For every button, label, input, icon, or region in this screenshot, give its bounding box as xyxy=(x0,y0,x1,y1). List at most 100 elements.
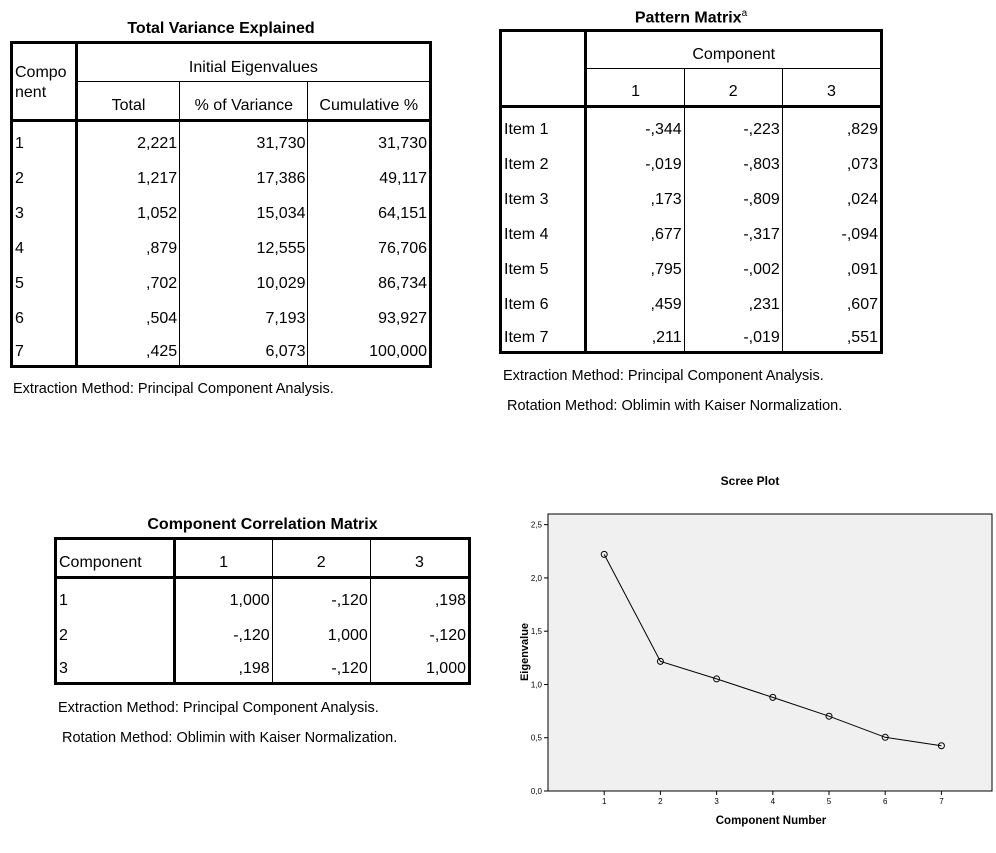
cell: ,024 xyxy=(782,177,884,213)
row-label: 1 xyxy=(10,120,78,157)
row-label: 6 xyxy=(10,296,78,332)
data-points xyxy=(600,550,945,750)
cell-pct: 6,073 xyxy=(179,331,309,368)
row-label: Item 5 xyxy=(498,247,588,283)
cell: -,019 xyxy=(585,142,685,178)
cell: -,344 xyxy=(585,106,685,143)
cell-pct: 31,730 xyxy=(179,120,309,157)
row-label: Item 2 xyxy=(498,142,588,178)
table-row: Item 5 ,795 -,002 ,091 xyxy=(498,247,884,283)
table-row: 7 ,425 6,073 100,000 xyxy=(10,331,432,368)
cell-total: ,425 xyxy=(76,331,181,368)
data-point xyxy=(656,657,664,665)
row-label: Item 3 xyxy=(498,177,588,213)
cell: 1,000 xyxy=(174,577,273,614)
cell-total: ,504 xyxy=(76,296,181,332)
data-point xyxy=(881,733,889,741)
scree-title: Scree Plot xyxy=(721,474,780,488)
row-label: 7 xyxy=(10,331,78,368)
cell: ,829 xyxy=(782,106,884,143)
row-label: 2 xyxy=(54,613,176,649)
cell: ,795 xyxy=(585,247,685,283)
table-row: 3 1,052 15,034 64,151 xyxy=(10,191,432,227)
cell: ,091 xyxy=(782,247,884,283)
cell-pct: 7,193 xyxy=(179,296,309,332)
table-row: Item 2 -,019 -,803 ,073 xyxy=(498,142,884,178)
data-point xyxy=(825,712,833,720)
pattern-matrix-table: Component 1 2 3 Item 1 -,344 -,223 ,829 … xyxy=(498,29,884,354)
pattern-matrix-title-text: Pattern Matrix xyxy=(634,9,742,27)
cell: -,002 xyxy=(684,247,783,283)
corr-col-2: 2 xyxy=(272,537,371,579)
row-label: Item 1 xyxy=(498,106,588,143)
x-tick-label: 7 xyxy=(939,797,944,806)
cell: -,120 xyxy=(370,613,472,649)
cell-pct: 12,555 xyxy=(179,226,309,262)
row-label: Item 6 xyxy=(498,282,588,318)
plot-area xyxy=(547,513,993,792)
total-variance-title: Total Variance Explained xyxy=(127,20,315,37)
cell-cum: 86,734 xyxy=(307,261,432,297)
x-tick-label: 5 xyxy=(827,797,832,806)
cell-total: 2,221 xyxy=(76,120,181,157)
data-point xyxy=(713,675,721,683)
cell: -,120 xyxy=(272,577,371,614)
table-row: Item 4 ,677 -,317 -,094 xyxy=(498,212,884,248)
x-tick-label: 1 xyxy=(602,797,607,806)
col-cumulative: Cumulative % xyxy=(307,81,432,122)
pattern-extraction-note: Extraction Method: Principal Component A… xyxy=(503,368,824,384)
table-row: 4 ,879 12,555 76,706 xyxy=(10,226,432,262)
row-label: 2 xyxy=(10,156,78,192)
x-tick-label: 2 xyxy=(658,797,663,806)
cell: -,120 xyxy=(174,613,273,649)
corr-extraction-note: Extraction Method: Principal Component A… xyxy=(58,700,379,716)
cell-cum: 93,927 xyxy=(307,296,432,332)
corr-col-3: 3 xyxy=(370,537,472,579)
cell: 1,000 xyxy=(272,613,371,649)
cell-pct: 15,034 xyxy=(179,191,309,227)
table-row: 5 ,702 10,029 86,734 xyxy=(10,261,432,297)
cell-pct: 17,386 xyxy=(179,156,309,192)
y-axis-label: Eigenvalue xyxy=(519,623,531,681)
x-axis: 1 2 3 4 5 6 7 xyxy=(602,791,944,806)
row-label: 3 xyxy=(54,648,176,685)
cell-total: ,879 xyxy=(76,226,181,262)
cell-total: 1,217 xyxy=(76,156,181,192)
pattern-rotation-note: Rotation Method: Oblimin with Kaiser Nor… xyxy=(507,398,843,414)
y-tick-label: 2,5 xyxy=(531,521,543,530)
table-row: 1 1,000 -,120 ,198 xyxy=(54,577,472,614)
row-label: 1 xyxy=(54,577,176,614)
table-row: Item 7 ,211 -,019 ,551 xyxy=(498,317,884,354)
initial-eigenvalues-header: Initial Eigenvalues xyxy=(76,41,433,82)
series-line xyxy=(603,554,942,747)
table-row: 1 2,221 31,730 31,730 xyxy=(10,120,432,157)
x-tick-label: 4 xyxy=(771,797,776,806)
corr-rotation-note: Rotation Method: Oblimin with Kaiser Nor… xyxy=(62,730,398,746)
y-tick-label: 0,0 xyxy=(531,787,543,796)
cell: ,677 xyxy=(585,212,685,248)
cell-pct: 10,029 xyxy=(179,261,309,297)
y-tick-label: 2,0 xyxy=(531,574,543,583)
cell: ,551 xyxy=(782,317,884,354)
row-label: 3 xyxy=(10,191,78,227)
corr-col-1: 1 xyxy=(174,537,273,579)
cell: -,094 xyxy=(782,212,884,248)
cell-cum: 49,117 xyxy=(307,156,432,192)
pattern-corner xyxy=(498,29,588,108)
cell: ,073 xyxy=(782,142,884,178)
y-tick-label: 1,5 xyxy=(531,627,543,636)
col-pct-variance: % of Variance xyxy=(179,81,309,122)
cell: -,317 xyxy=(684,212,783,248)
cell-cum: 100,000 xyxy=(307,331,432,368)
y-axis: 0,0 0,5 1,0 1,5 2,0 2,5 xyxy=(531,521,548,796)
cell: -,809 xyxy=(684,177,783,213)
cell-cum: 76,706 xyxy=(307,226,432,262)
table-row: 6 ,504 7,193 93,927 xyxy=(10,296,432,332)
data-point xyxy=(937,742,945,750)
cell: ,173 xyxy=(585,177,685,213)
col-component-3: 3 xyxy=(782,68,884,108)
row-label: Item 4 xyxy=(498,212,588,248)
cell-total: ,702 xyxy=(76,261,181,297)
x-tick-label: 3 xyxy=(714,797,719,806)
row-label: 4 xyxy=(10,226,78,262)
